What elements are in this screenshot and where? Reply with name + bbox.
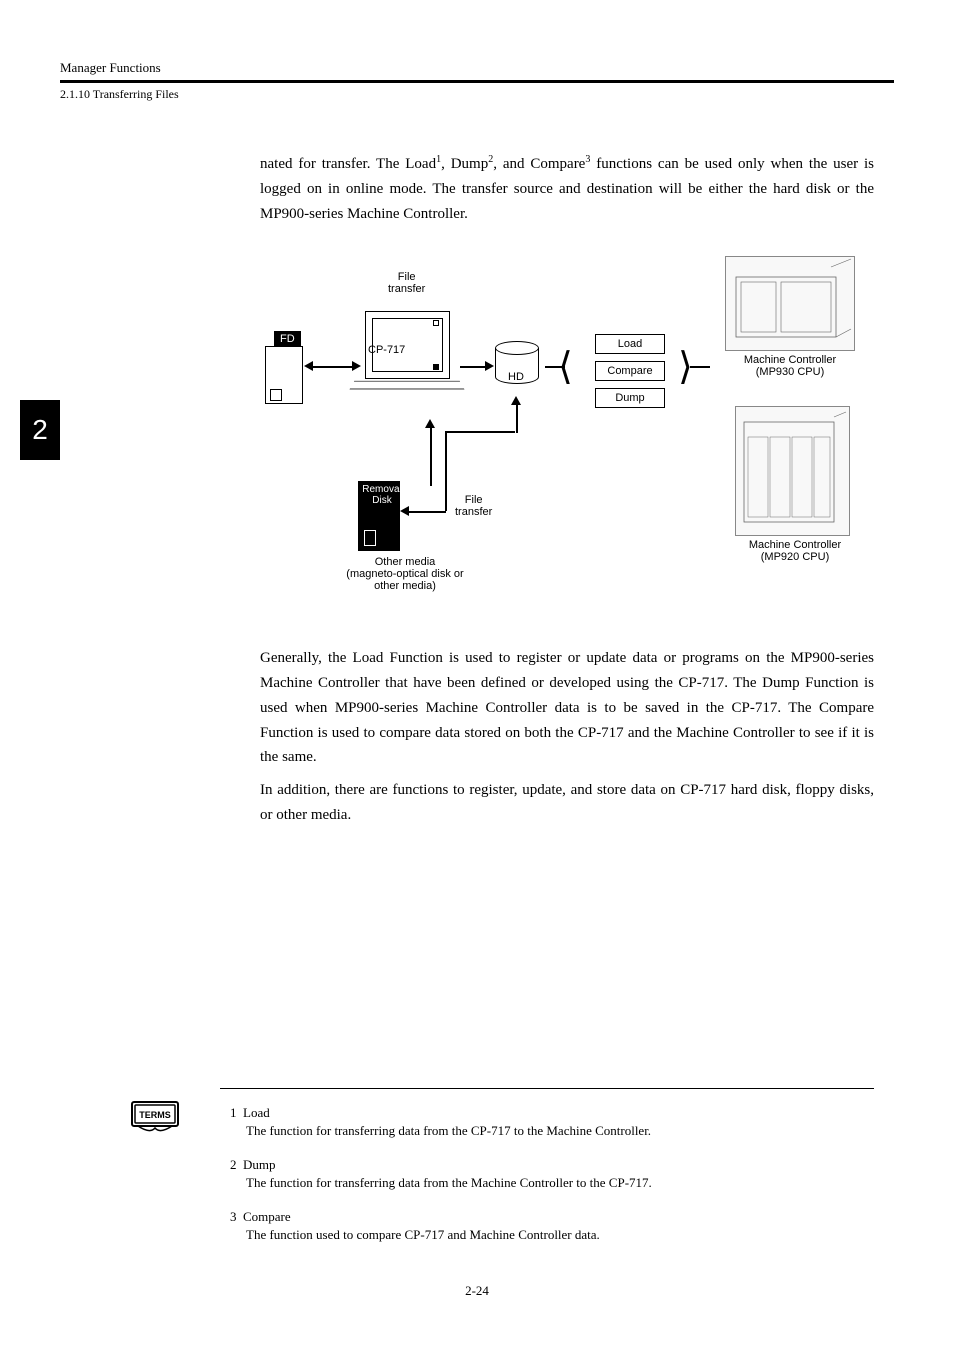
term-title: Dump (243, 1157, 276, 1172)
term-desc: The function for transferring data from … (246, 1123, 894, 1139)
body-content-2: Generally, the Load Function is used to … (260, 646, 874, 827)
hd-label: HD (508, 371, 524, 383)
mp930-icon (725, 256, 855, 351)
fd-label: FD (274, 331, 301, 347)
term-title: Compare (243, 1209, 291, 1224)
terms-rule (220, 1088, 874, 1089)
terms-list: 1 Load The function for transferring dat… (230, 1105, 894, 1243)
body-content: nated for transfer. The Load1, Dump2, an… (260, 152, 874, 226)
removal-disk-label: Removal Disk (362, 484, 402, 506)
laptop-icon (360, 311, 455, 406)
header-rule (60, 80, 894, 83)
term-title: Load (243, 1105, 270, 1120)
file-transfer-label: File transfer (388, 271, 425, 295)
transfer-diagram: File transfer FD CP-717 HD ⟨ ⟩ Load Comp… (260, 256, 900, 616)
subsection-title: 2.1.10 Transferring Files (60, 87, 894, 102)
hd-icon (495, 341, 539, 391)
page-number: 2-24 (60, 1283, 894, 1299)
term-item: 2 Dump The function for transferring dat… (230, 1157, 894, 1191)
chapter-tab: 2 (20, 400, 60, 460)
mp920-icon (735, 406, 850, 536)
page-header: Manager Functions 2.1.10 Transferring Fi… (60, 60, 894, 102)
file-transfer-label-2: File transfer (455, 494, 492, 518)
terms-icon: TERMS (130, 1100, 180, 1132)
compare-box: Compare (595, 361, 665, 381)
term-item: 1 Load The function for transferring dat… (230, 1105, 894, 1139)
other-media-label: Other media (magneto-optical disk or oth… (320, 556, 490, 592)
svg-text:TERMS: TERMS (139, 1110, 171, 1120)
fd-icon (265, 346, 303, 404)
load-box: Load (595, 334, 665, 354)
term-desc: The function for transferring data from … (246, 1175, 894, 1191)
cp717-label: CP-717 (368, 344, 405, 356)
mc930-label: Machine Controller (MP930 CPU) (725, 354, 855, 378)
term-item: 3 Compare The function used to compare C… (230, 1209, 894, 1243)
term-desc: The function used to compare CP-717 and … (246, 1227, 894, 1243)
paragraph-3: In addition, there are functions to regi… (260, 778, 874, 828)
paragraph-2: Generally, the Load Function is used to … (260, 646, 874, 770)
chapter-title: Manager Functions (60, 60, 894, 76)
mc920-label: Machine Controller (MP920 CPU) (730, 539, 860, 563)
dump-box: Dump (595, 388, 665, 408)
terms-section: TERMS 1 Load The function for transferri… (60, 1088, 894, 1243)
paragraph-1: nated for transfer. The Load1, Dump2, an… (260, 152, 874, 226)
